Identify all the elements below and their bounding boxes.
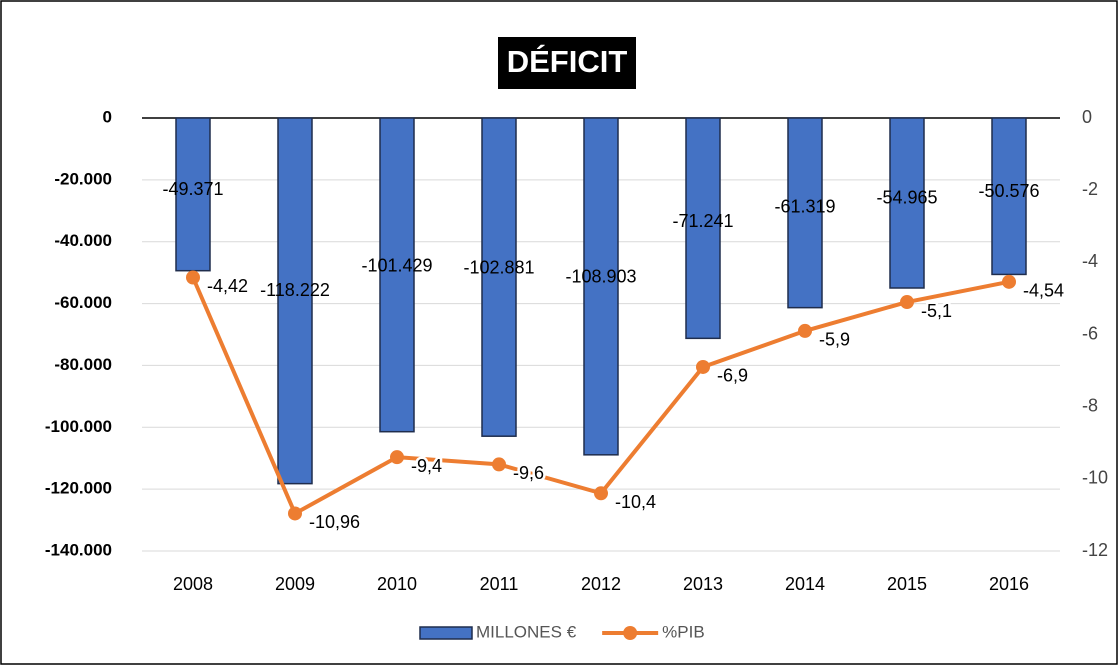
line-marker [288, 506, 302, 521]
line-label: -10,4 [615, 492, 656, 512]
x-tick-label: 2009 [275, 574, 315, 594]
line-label: -5,9 [819, 330, 850, 350]
y2-tick-label: -4 [1082, 251, 1098, 271]
bar [889, 117, 925, 289]
y-tick-label: -140.000 [45, 540, 112, 559]
x-tick-label: 2015 [887, 574, 927, 594]
y-tick-label: -120.000 [45, 479, 112, 498]
bar [991, 117, 1027, 276]
y2-tick-label: -12 [1082, 540, 1108, 560]
y-tick-label: -20.000 [54, 169, 112, 188]
y-tick-label: -40.000 [54, 231, 112, 250]
y-tick-label: -60.000 [54, 293, 112, 312]
x-tick-label: 2008 [173, 574, 213, 594]
title-box [498, 37, 636, 89]
bar-label: -71.241 [672, 211, 733, 231]
bar-label: -49.371 [162, 179, 223, 199]
bar-label: -102.881 [463, 258, 534, 278]
bar [583, 117, 619, 456]
bar-label: -50.576 [978, 181, 1039, 201]
line-label: -9,4 [411, 456, 442, 476]
x-tick-label: 2016 [989, 574, 1029, 594]
y-tick-label: 0 [103, 107, 112, 126]
bar-label: -61.319 [774, 197, 835, 217]
bar [175, 117, 211, 272]
bar [481, 117, 517, 437]
bar-label: -54.965 [876, 187, 937, 207]
line-marker [390, 450, 404, 465]
x-tick-label: 2010 [377, 574, 417, 594]
line-label: -4,54 [1023, 281, 1064, 301]
line-label: -6,9 [717, 366, 748, 386]
bar-label: -108.903 [565, 266, 636, 286]
x-tick-label: 2011 [480, 574, 519, 594]
y2-tick-label: -2 [1082, 179, 1098, 199]
y2-tick-label: -10 [1082, 468, 1108, 488]
line-label: -4,42 [207, 276, 248, 296]
y2-tick-label: 0 [1082, 107, 1092, 127]
bar [685, 117, 721, 340]
line-label: -9,6 [513, 463, 544, 483]
line-marker [492, 457, 506, 472]
line-marker [1002, 274, 1016, 289]
line-label: -5,1 [921, 301, 952, 321]
legend-label: %PIB [662, 622, 705, 641]
line-marker [186, 270, 200, 285]
legend-marker [623, 626, 638, 640]
line-label: -10,96 [309, 512, 360, 532]
bar [379, 117, 415, 433]
line-marker [594, 486, 608, 501]
bar [277, 117, 313, 485]
y2-tick-label: -8 [1082, 395, 1098, 415]
chart-title: DÉFICIT [507, 44, 628, 79]
bar-label: -101.429 [361, 255, 432, 275]
x-tick-label: 2012 [581, 574, 621, 594]
x-tick-label: 2014 [785, 574, 825, 594]
line-marker [696, 359, 710, 374]
y-tick-label: -80.000 [54, 355, 112, 374]
line-marker [798, 323, 812, 338]
x-tick-label: 2013 [683, 574, 723, 594]
legend-label: MILLONES € [476, 622, 577, 641]
y2-tick-label: -6 [1082, 323, 1098, 343]
bar-label: -118.222 [260, 280, 330, 300]
line-marker [900, 295, 914, 310]
bar [787, 117, 823, 309]
y-tick-label: -100.000 [45, 417, 112, 436]
legend-swatch [419, 626, 473, 640]
